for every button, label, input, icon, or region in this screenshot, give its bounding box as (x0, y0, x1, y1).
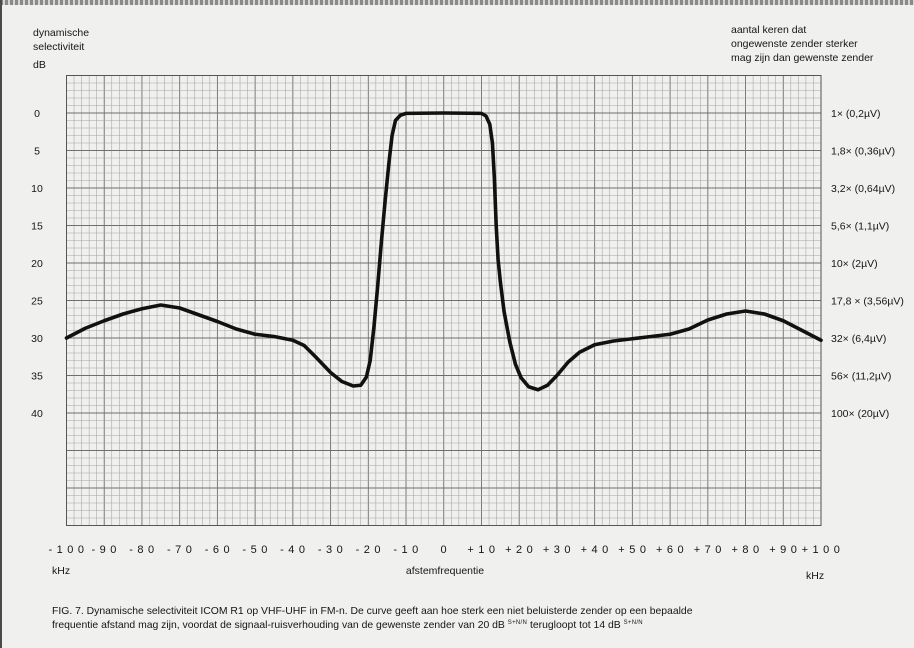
y-tick-label: 5 (34, 146, 40, 158)
x-tick-label: 0 (440, 544, 451, 556)
x-tick-label: -70 (167, 544, 196, 556)
y2-axis-label-line-1: aantal keren dat (731, 24, 807, 36)
y-axis-label-line-1: dynamische (33, 27, 90, 39)
x-tick-label: -10 (393, 544, 422, 556)
x-tick-label: +80 (731, 544, 763, 556)
y-tick-label: 30 (31, 333, 43, 345)
x-tick-label: -90 (92, 544, 121, 556)
series (64, 111, 823, 392)
y-tick-label: 35 (31, 371, 43, 383)
y-tick-label: 0 (34, 108, 40, 120)
x-tick-label: +60 (656, 544, 688, 556)
x-tick-label: -50 (242, 544, 271, 556)
y2-tick-label: 10× (2µV) (831, 258, 878, 270)
y-axis-unit: dB (33, 59, 46, 71)
y2-tick-label: 100× (20µV) (831, 408, 889, 420)
selectivity-curve (64, 111, 823, 392)
x-tick-label: -80 (129, 544, 158, 556)
figure-caption-line-1: FIG. 7. Dynamische selectiviteit ICOM R1… (52, 606, 693, 617)
y2-axis-ticks: 1× (0,2µV) 1,8× (0,36µV) 3,2× (0,64µV) 5,6×… (831, 108, 904, 420)
x-tick-label: +10 (467, 544, 499, 556)
y-tick-label: 25 (31, 296, 43, 308)
y-tick-label: 40 (31, 408, 43, 420)
y2-tick-label: 5,6× (1,1µV) (831, 221, 889, 233)
x-axis-label: afstemfrequentie (405, 565, 485, 577)
y2-tick-label: 56× (11,2µV) (831, 371, 891, 383)
y2-tick-label: 1× (0,2µV) (831, 108, 881, 120)
x-tick-label: -20 (356, 544, 385, 556)
plot-frame-rect (66, 75, 822, 526)
y-axis-ticks: 0 5 10 15 20 25 30 35 40 (31, 108, 43, 420)
left-border-edge (0, 0, 2, 648)
grid (66, 75, 822, 526)
x-tick-label: +70 (694, 544, 726, 556)
x-axis-ticks: -100 -90 -80 -70 -60 -50 -40 -30 -20 -10 0 +10 +20 +3… (48, 544, 845, 556)
x-tick-label: +90 (769, 544, 801, 556)
caption-text-part-1: frequentie afstand mag zijn, voordat de … (52, 620, 505, 631)
x-tick-label: +100 (802, 544, 845, 556)
y2-axis-label-line-3: mag zijn dan gewenste zender (731, 52, 874, 64)
y2-tick-label: 17,8 × (3,56µV) (831, 296, 904, 308)
x-tick-label: -60 (205, 544, 234, 556)
y-axis-label-line-2: selectiviteit (33, 41, 85, 53)
y2-tick-label: 3,2× (0,64µV) (831, 183, 895, 195)
y2-tick-label: 32× (6,4µV) (831, 333, 886, 345)
x-tick-label: +40 (581, 544, 613, 556)
plot-frame (66, 75, 822, 526)
y2-axis-label-line-2: ongewenste zender sterker (731, 38, 858, 50)
y-tick-label: 20 (31, 258, 43, 270)
x-tick-label: -30 (318, 544, 347, 556)
y-tick-label: 10 (31, 183, 43, 195)
caption-text-part-2: terugloopt tot 14 dB (530, 620, 621, 631)
top-border-strip (0, 0, 914, 5)
figure-caption-line-2: frequentie afstand mag zijn, voordat de … (52, 620, 643, 632)
x-tick-label: +50 (618, 544, 650, 556)
x-tick-label: +30 (543, 544, 575, 556)
y-tick-label: 15 (31, 221, 43, 233)
caption-superscript-2: S+N/N (623, 620, 643, 626)
y2-tick-label: 1,8× (0,36µV) (831, 146, 895, 158)
x-tick-label: +20 (505, 544, 537, 556)
x-tick-label: -100 (48, 544, 88, 556)
x-axis-unit-right: kHz (806, 570, 825, 582)
x-axis-unit-left: kHz (52, 565, 71, 577)
caption-superscript-1: S+N/N (507, 620, 528, 626)
x-tick-label: -40 (280, 544, 309, 556)
